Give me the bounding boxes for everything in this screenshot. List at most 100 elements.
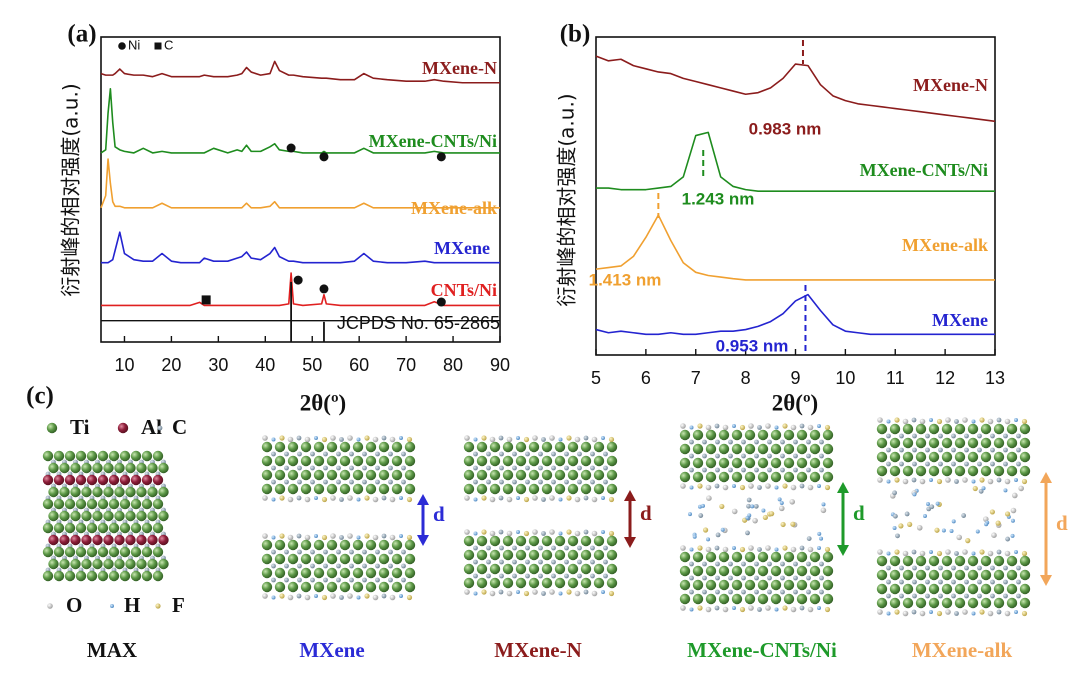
atom bbox=[330, 435, 336, 441]
atom bbox=[42, 474, 54, 486]
atom bbox=[42, 570, 54, 582]
atom bbox=[1003, 565, 1008, 571]
atom bbox=[580, 563, 592, 575]
series-line bbox=[595, 293, 995, 336]
legend-symbol bbox=[154, 42, 162, 50]
atom bbox=[796, 593, 808, 605]
atom bbox=[591, 530, 598, 537]
atom bbox=[765, 483, 771, 489]
atom bbox=[365, 539, 377, 551]
atom bbox=[336, 465, 341, 471]
atom bbox=[401, 479, 406, 485]
atom bbox=[894, 477, 900, 483]
atom bbox=[70, 486, 81, 498]
atom bbox=[323, 577, 328, 583]
atom bbox=[279, 495, 285, 501]
atom bbox=[97, 522, 109, 534]
atom bbox=[954, 551, 959, 556]
atom bbox=[339, 497, 344, 502]
atom bbox=[705, 443, 717, 455]
atom bbox=[347, 533, 353, 539]
atom bbox=[767, 453, 772, 459]
atom bbox=[894, 609, 900, 615]
atom bbox=[532, 435, 538, 441]
atom bbox=[697, 483, 703, 489]
atom bbox=[967, 583, 979, 595]
atom bbox=[304, 534, 311, 541]
atom bbox=[336, 451, 341, 457]
atom bbox=[799, 483, 805, 489]
atom bbox=[42, 522, 54, 534]
atom bbox=[925, 461, 930, 467]
atom bbox=[739, 484, 746, 491]
atom bbox=[941, 437, 953, 449]
atom bbox=[796, 443, 808, 455]
atom bbox=[375, 577, 380, 583]
atom bbox=[765, 545, 771, 551]
atom bbox=[577, 559, 582, 565]
atom bbox=[902, 555, 914, 567]
atom bbox=[515, 455, 527, 467]
atom bbox=[86, 474, 98, 486]
atom bbox=[53, 570, 65, 582]
atom bbox=[287, 534, 294, 541]
atom bbox=[551, 465, 556, 471]
atom bbox=[718, 579, 730, 591]
atom bbox=[1019, 569, 1031, 581]
atom bbox=[925, 502, 930, 507]
atom bbox=[541, 497, 546, 502]
atom bbox=[300, 567, 312, 579]
atom bbox=[119, 498, 131, 510]
atom bbox=[591, 590, 598, 597]
atom bbox=[780, 575, 785, 581]
atom bbox=[767, 561, 772, 567]
atom bbox=[822, 443, 834, 455]
atom bbox=[977, 565, 982, 571]
atom bbox=[489, 496, 496, 503]
atom bbox=[728, 575, 733, 581]
atom bbox=[945, 609, 951, 615]
atom bbox=[929, 610, 933, 614]
atom bbox=[372, 436, 379, 443]
atom bbox=[990, 433, 995, 439]
atom bbox=[824, 424, 831, 431]
atom bbox=[1006, 465, 1018, 477]
atom bbox=[954, 555, 966, 567]
atom bbox=[757, 429, 769, 441]
atom bbox=[464, 529, 470, 535]
atom bbox=[980, 465, 992, 477]
atom bbox=[806, 453, 811, 459]
atom bbox=[297, 563, 302, 569]
atom bbox=[809, 579, 821, 591]
atom bbox=[783, 443, 795, 455]
atom bbox=[912, 433, 917, 439]
atom bbox=[583, 529, 589, 535]
atom bbox=[780, 439, 785, 445]
atom bbox=[564, 479, 569, 485]
legend-label: C bbox=[172, 415, 187, 439]
x-tick-label: 30 bbox=[208, 355, 228, 375]
legend-label: Ti bbox=[70, 415, 90, 439]
atom bbox=[1016, 579, 1021, 585]
atom bbox=[911, 417, 917, 423]
atom bbox=[783, 593, 795, 605]
atom bbox=[977, 447, 982, 453]
atom bbox=[819, 575, 824, 581]
atom bbox=[912, 447, 917, 453]
atom bbox=[554, 469, 566, 481]
atom bbox=[715, 575, 720, 581]
atom bbox=[551, 479, 556, 485]
x-tick-label: 10 bbox=[114, 355, 134, 375]
atom bbox=[778, 505, 785, 512]
atom bbox=[606, 577, 618, 589]
atom bbox=[566, 529, 572, 535]
atom bbox=[362, 451, 367, 457]
atom bbox=[790, 484, 797, 491]
atom bbox=[731, 551, 743, 563]
atom bbox=[580, 535, 592, 547]
atom bbox=[284, 479, 289, 485]
atom bbox=[391, 553, 403, 565]
atom bbox=[718, 457, 730, 469]
atom bbox=[261, 567, 273, 579]
atom bbox=[967, 465, 979, 477]
